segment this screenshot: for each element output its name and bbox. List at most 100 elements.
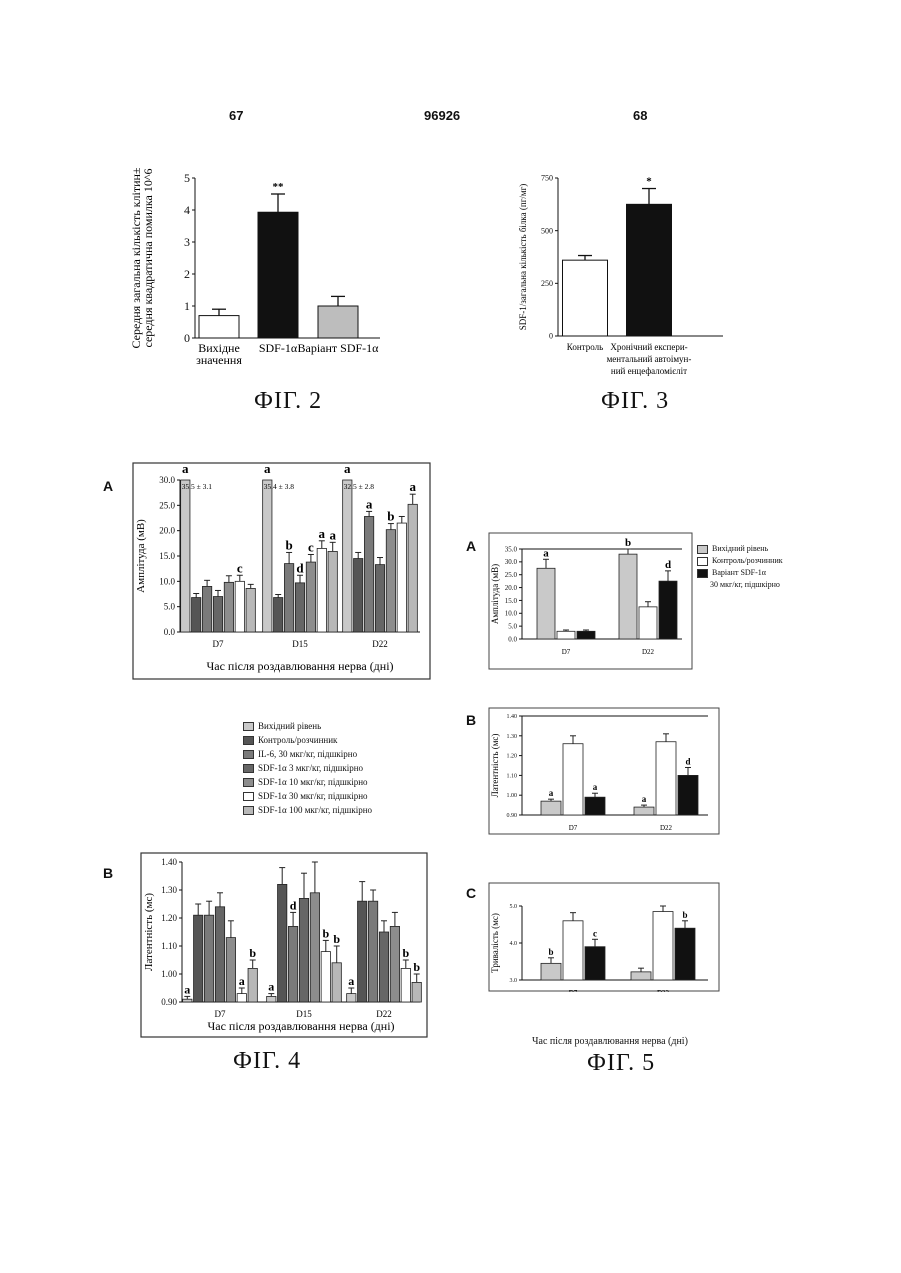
fig3-ytick-label: 250 xyxy=(541,279,553,288)
fig5c-ytick-label: 5.0 xyxy=(510,904,518,910)
fig4b-group-label: D15 xyxy=(296,1009,312,1019)
fig4-legend-swatch xyxy=(243,778,254,787)
fig2-ytick-label: 2 xyxy=(184,267,190,281)
fig4-legend-label: Вихідний рівень xyxy=(258,719,321,733)
fig4b-bar xyxy=(267,996,276,1002)
fig5a-significance-letter: b xyxy=(625,537,631,549)
fig5b-ytick-label: 1.10 xyxy=(507,773,518,779)
fig5c-significance-letter: c xyxy=(593,928,597,938)
fig4a-group-label: D15 xyxy=(292,639,308,649)
fig5a-ytick-label: 15.0 xyxy=(505,597,518,605)
fig4a-bar xyxy=(343,480,352,632)
fig4b-ytick-label: 1.40 xyxy=(161,857,177,867)
fig5c-bar xyxy=(653,912,673,980)
fig4b-bar xyxy=(183,999,192,1002)
fig5a-group-label: D22 xyxy=(642,648,655,656)
fig5-panel-b-letter: B xyxy=(466,712,476,728)
fig4b-bar xyxy=(299,898,308,1002)
fig4a-ytick-label: 25.0 xyxy=(159,500,175,510)
fig4b-significance-letter: b xyxy=(413,960,420,974)
fig4a-bar xyxy=(192,598,201,632)
fig4b-significance-letter: b xyxy=(402,946,409,960)
fig5a-ytick-label: 30.0 xyxy=(505,558,518,566)
fig3-ytick-label: 750 xyxy=(541,174,553,183)
fig4b-ytick-label: 1.10 xyxy=(161,941,177,951)
fig4-legend-label: SDF-1α 30 мкг/кг, підшкірно xyxy=(258,789,368,803)
fig4a-bar xyxy=(295,583,304,632)
fig5c-bar xyxy=(675,928,695,980)
fig4a-bar xyxy=(263,480,272,632)
fig5-x-axis-label: Час після роздавлювання нерва (дні) xyxy=(532,1036,688,1047)
fig4-legend-swatch xyxy=(243,722,254,731)
fig4a-overflow-label: 35.5 ± 3.1 xyxy=(182,482,213,491)
fig5-legend-item: 30 мкг/кг, підшкірно xyxy=(697,579,783,591)
fig3-significance-marker: * xyxy=(646,176,652,188)
fig4b-bar xyxy=(194,915,203,1002)
fig4a-bar xyxy=(328,551,337,632)
fig3-bar xyxy=(627,204,672,336)
fig4-legend-swatch xyxy=(243,806,254,815)
fig4a-bar xyxy=(202,586,211,632)
fig5a-bar xyxy=(577,631,595,639)
fig4-caption: ФІГ. 4 xyxy=(233,1048,301,1075)
fig4b-bar xyxy=(248,968,257,1002)
fig4a-bar xyxy=(397,523,406,632)
fig4b-bar xyxy=(237,994,246,1002)
fig4a-significance-letter: c xyxy=(308,539,314,554)
fig4b-significance-letter: a xyxy=(184,982,190,996)
fig2-bar xyxy=(318,306,358,338)
fig3-bar xyxy=(563,260,608,336)
fig4a-ytick-label: 20.0 xyxy=(159,526,175,536)
fig4a-ytick-label: 30.0 xyxy=(159,475,175,485)
fig4b-significance-letter: b xyxy=(333,932,340,946)
fig5a-ytick-label: 0.0 xyxy=(508,635,517,643)
fig4b-bar xyxy=(401,968,410,1002)
fig5-caption: ФІГ. 5 xyxy=(587,1050,655,1077)
fig4-legend-label: SDF-1α 100 мкг/кг, підшкірно xyxy=(258,803,372,817)
fig4b-ytick-label: 1.20 xyxy=(161,913,177,923)
fig4a-significance-letter: d xyxy=(296,560,304,575)
fig5-legend-swatch xyxy=(697,569,708,578)
fig3-ytick-label: 500 xyxy=(541,226,553,235)
fig4-legend-item: Контроль/розчинник xyxy=(243,733,372,747)
fig4b-significance-letter: d xyxy=(290,898,297,912)
fig5c-bar xyxy=(563,921,583,980)
fig4b-ytick-label: 1.30 xyxy=(161,885,177,895)
fig5c-significance-letter: b xyxy=(682,910,687,920)
fig5c-y-axis-label: Тривалість (мс) xyxy=(490,913,500,973)
fig5a-y-axis-label: Амплітуда (мВ) xyxy=(490,564,500,624)
fig4a-ytick-label: 0.0 xyxy=(164,627,176,637)
fig4-legend-label: IL-6, 30 мкг/кг, підшкірно xyxy=(258,747,357,761)
fig3-category-label: ний енцефаломієліт xyxy=(611,366,687,376)
fig5a-significance-letter: d xyxy=(665,559,671,571)
fig5c-bar xyxy=(631,972,651,980)
fig2-ytick-label: 5 xyxy=(184,171,190,185)
fig4a-bar xyxy=(246,588,255,632)
fig2-ytick-label: 0 xyxy=(184,331,190,345)
fig5a-bar xyxy=(537,568,555,639)
fig4b-bar xyxy=(215,907,224,1002)
fig4-legend-swatch xyxy=(243,736,254,745)
fig4b-bar xyxy=(358,901,367,1002)
fig4a-significance-letter: b xyxy=(387,509,394,524)
fig4-legend-label: Контроль/розчинник xyxy=(258,733,337,747)
fig4b-bar xyxy=(347,994,356,1002)
fig5-panel-c-letter: C xyxy=(466,885,476,901)
fig4-legend-item: SDF-1α 10 мкг/кг, підшкірно xyxy=(243,775,372,789)
fig4a-group-label: D7 xyxy=(213,639,224,649)
fig5b-ytick-label: 1.00 xyxy=(507,793,518,799)
fig5b-bar xyxy=(656,742,676,815)
fig4b-significance-letter: b xyxy=(322,926,329,940)
fig5a-significance-letter: a xyxy=(543,547,549,559)
patent-number: 96926 xyxy=(424,108,460,123)
fig2-category-label: значення xyxy=(196,353,242,367)
fig4-panel-b-letter: B xyxy=(103,865,113,881)
fig4b-significance-letter: a xyxy=(268,980,274,994)
fig4-legend-label: SDF-1α 10 мкг/кг, підшкірно xyxy=(258,775,368,789)
fig5c-chart: 3.04.05.0bcD7bD22Тривалість (мс) xyxy=(488,882,720,992)
fig4b-ytick-label: 1.00 xyxy=(161,969,177,979)
fig4a-significance-letter: a xyxy=(264,462,271,476)
fig5a-ytick-label: 25.0 xyxy=(505,571,518,579)
fig5c-ytick-label: 3.0 xyxy=(510,978,518,984)
fig5b-bar xyxy=(563,744,583,815)
